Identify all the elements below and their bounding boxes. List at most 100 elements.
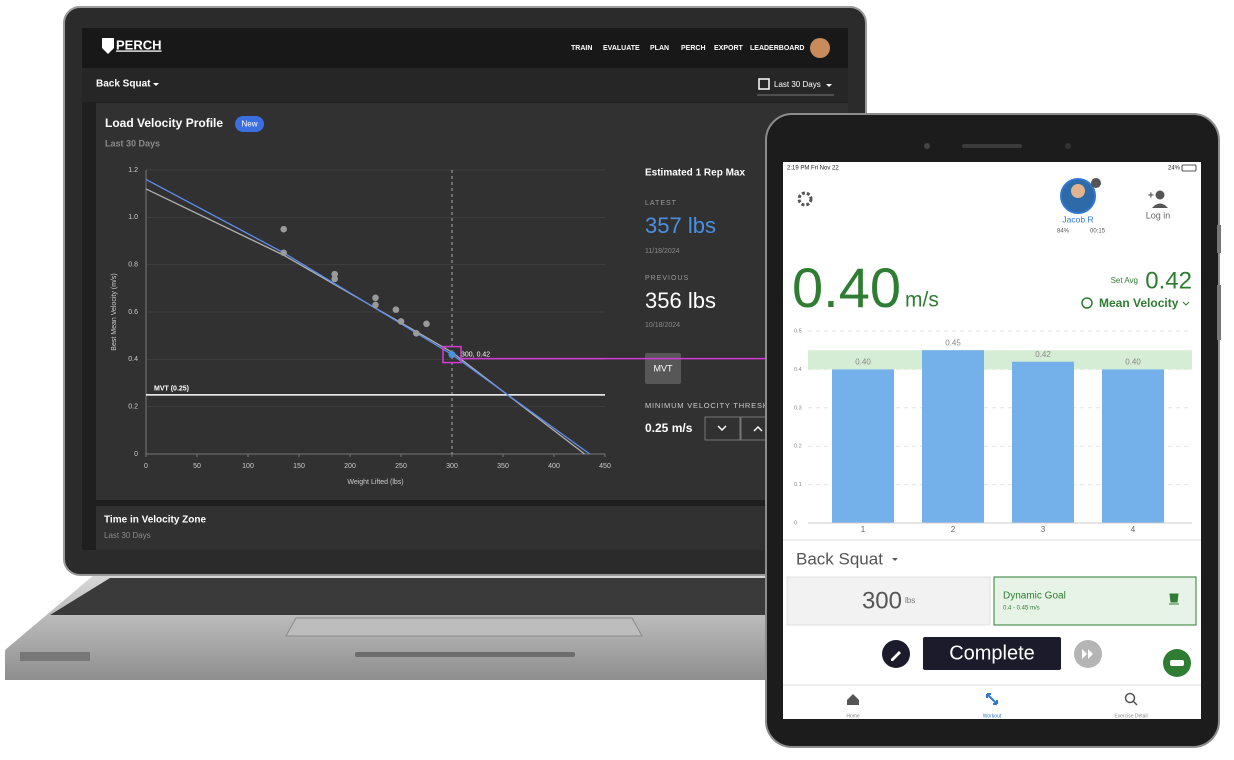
goal-box[interactable] (993, 576, 1197, 626)
nav-item[interactable]: PERCH (681, 45, 706, 52)
x-tick-label: 400 (548, 463, 560, 470)
y-tick-label: 0.6 (128, 309, 138, 316)
data-point (280, 225, 288, 233)
x-tick-label: 450 (599, 463, 611, 470)
tablet: 2:19 PM Fri Nov 22 24% Jacob R 84% 00:15… (765, 113, 1221, 748)
x-tick-label: 350 (497, 463, 509, 470)
nav-item[interactable]: PLAN (650, 45, 669, 52)
nav-label[interactable]: Workout (983, 713, 1002, 719)
mvt-button[interactable] (645, 353, 681, 384)
set-avg-value: 0.42 (1145, 267, 1192, 294)
x-axis-label: Weight Lifted (lbs) (347, 479, 403, 486)
battery-icon (1181, 164, 1197, 172)
battery-text: 24% (1168, 166, 1181, 172)
latest-date: 11/18/2024 (645, 248, 680, 255)
detail-icon-handle (1132, 700, 1138, 706)
status-time: 2:19 PM Fri Nov 22 (787, 166, 839, 172)
exercise-select[interactable]: Back Squat (96, 79, 151, 90)
metric-select[interactable]: Mean Velocity (1099, 296, 1179, 310)
pencil-icon (891, 651, 901, 661)
y-axis-label: Best Mean Velocity (m/s) (111, 273, 118, 350)
y-tick-label: 0.2 (794, 444, 802, 450)
card-2-subtitle: Last 30 Days (104, 531, 151, 540)
mvt-button-text: MVT (654, 363, 674, 373)
chevron-up (753, 425, 763, 432)
avatar-face (1071, 184, 1085, 198)
side-button (1217, 285, 1221, 340)
goal-band (808, 350, 1192, 370)
complete-text: Complete (949, 642, 1035, 664)
bar[interactable] (1012, 361, 1074, 523)
card-2 (96, 506, 848, 550)
y-tick-label: 0.2 (128, 404, 138, 411)
data-point (372, 294, 379, 302)
login[interactable]: Log in (1146, 210, 1171, 220)
rep-chart: 0 0.1 0.2 0.3 0.4 0.5 0.40 1 0.45 2 0.42 3 0.40 4 (794, 328, 1192, 534)
badge (235, 116, 264, 132)
caret (153, 83, 159, 86)
user-stat-1: 84% (1057, 229, 1070, 235)
latest-value: 357 lbs (645, 213, 716, 238)
highlight-box (442, 345, 462, 364)
metric-icon (1081, 297, 1093, 309)
latest-label: LATEST (645, 200, 677, 207)
x-tick-label: 2 (951, 525, 956, 534)
y-tick-label: 0.8 (128, 262, 138, 269)
data-point (392, 306, 400, 313)
value-label: 0.40 (855, 358, 871, 367)
exercise-select[interactable]: Back Squat (796, 549, 883, 568)
highlight-point[interactable] (448, 351, 456, 359)
x-tick-label: 300 (446, 463, 458, 470)
bar[interactable] (832, 369, 894, 523)
bar[interactable] (922, 350, 984, 523)
settings-icon[interactable] (797, 191, 813, 207)
complete-button[interactable] (923, 637, 1061, 670)
y-tick-label: 0.3 (794, 405, 802, 411)
x-tick-label: 50 (193, 463, 201, 470)
y-tick-label: 0.4 (128, 356, 138, 363)
y-tick-label: 1.0 (128, 214, 138, 221)
orm-title: Estimated 1 Rep Max (645, 168, 745, 179)
caret (826, 84, 832, 87)
add-user-icon[interactable] (1155, 190, 1165, 200)
x-tick-label: 1 (861, 525, 866, 534)
fit-line (145, 178, 591, 455)
bar[interactable] (1102, 369, 1164, 523)
x-tick-label: 100 (242, 463, 254, 470)
data-point (423, 320, 430, 328)
goal-title: Dynamic Goal (1003, 591, 1066, 602)
side-button (1217, 225, 1221, 253)
threshold-label: MINIMUM VELOCITY THRESH (645, 401, 769, 410)
laptop-screen: PERCH TRAIN EVALUATE PLAN PERCH EXPORT LEADER… (82, 28, 848, 550)
data-point (372, 301, 379, 309)
data-point (280, 249, 288, 257)
bottom-nav: Home Workout Exercise Detail (846, 713, 1147, 719)
laptop: PERCH TRAIN EVALUATE PLAN PERCH EXPORT LEADER… (5, 6, 1000, 680)
value-label: 0.45 (945, 338, 961, 347)
trackpad (285, 617, 643, 637)
avatar[interactable] (810, 38, 830, 58)
card-title: Load Velocity Profile (105, 116, 223, 130)
card-subtitle: Last 30 Days (105, 138, 160, 148)
weight-value: 300 (862, 587, 902, 614)
goal-range: 0.4 - 0.45 m/s (1003, 606, 1040, 612)
nav-label[interactable]: Exercise Detail (1114, 713, 1147, 719)
velocity-value: 0.40 (792, 256, 901, 319)
decrease-button[interactable] (704, 416, 741, 441)
detail-icon (1124, 692, 1136, 704)
nav-label[interactable]: Home (846, 713, 860, 719)
toolbar (82, 68, 848, 102)
remove-user[interactable] (1091, 178, 1101, 188)
vent (20, 652, 90, 661)
date-range[interactable]: Last 30 Days (774, 80, 821, 89)
nav-item[interactable]: EXPORT (714, 45, 744, 52)
weight-box[interactable] (786, 576, 991, 626)
nav-item[interactable]: EVALUATE (603, 45, 640, 52)
nav-item[interactable]: LEADERBOARD (750, 45, 804, 52)
threshold-value: 0.25 m/s (645, 421, 693, 435)
camera (924, 143, 930, 149)
nav-item[interactable]: TRAIN (571, 45, 592, 52)
previous-label: PREVIOUS (645, 275, 689, 282)
y-tick-label: 1.2 (128, 167, 138, 174)
